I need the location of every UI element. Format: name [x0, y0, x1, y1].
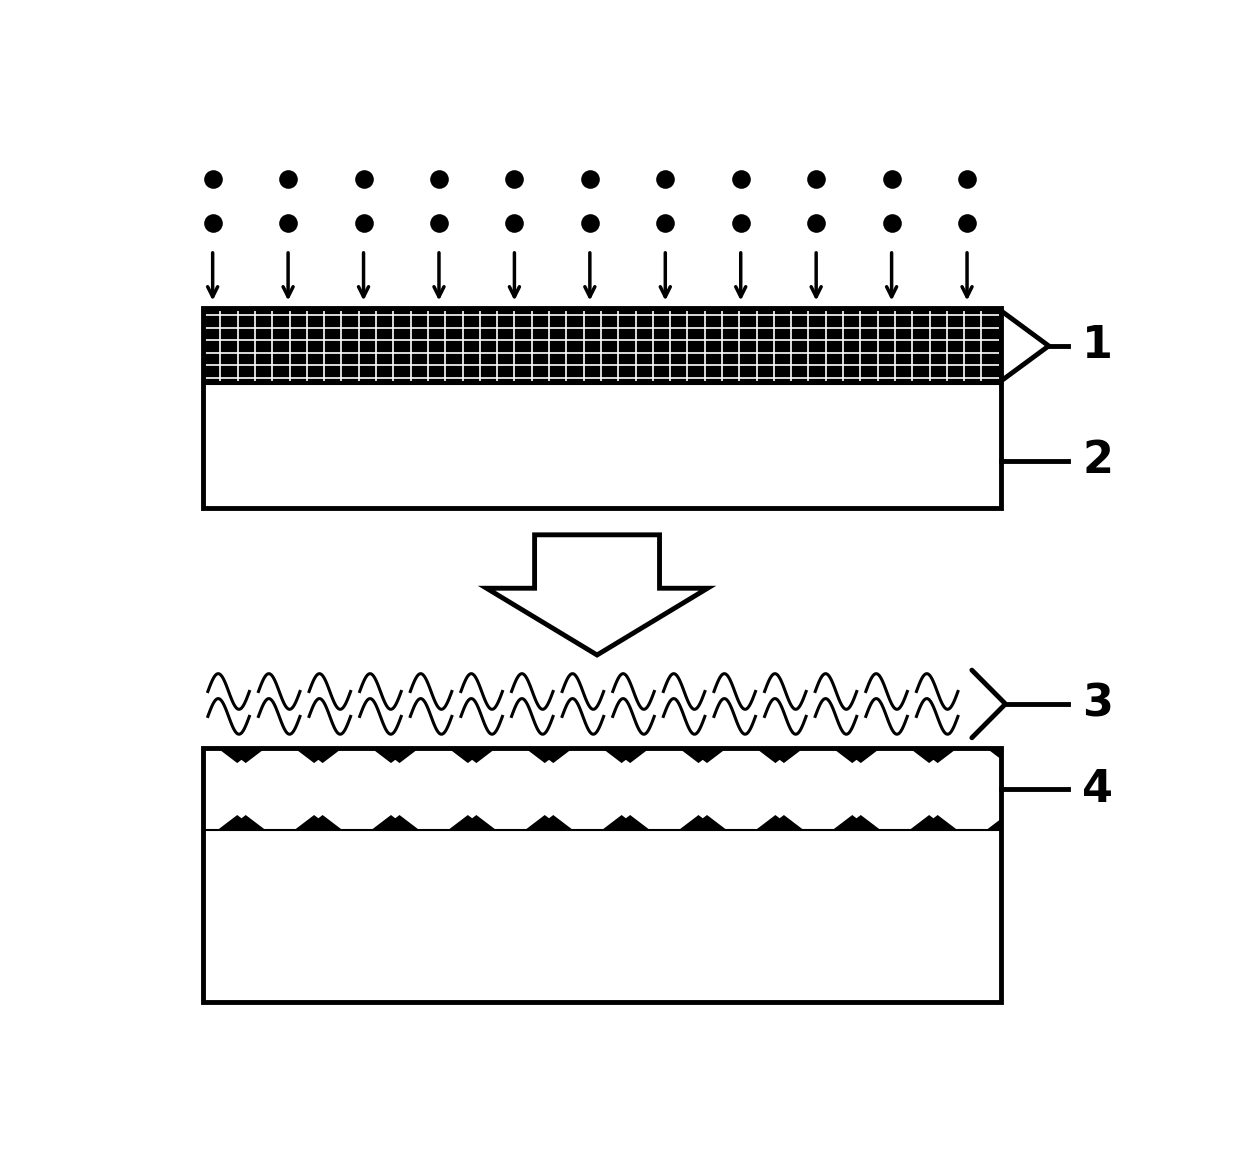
- Bar: [203, 748, 1001, 1002]
- Point: [656, 170, 676, 188]
- Point: [202, 214, 223, 232]
- Polygon shape: [203, 759, 280, 818]
- Point: [882, 170, 901, 188]
- Polygon shape: [319, 783, 396, 842]
- Point: [505, 170, 525, 188]
- Point: [429, 170, 449, 188]
- Polygon shape: [780, 738, 857, 795]
- Polygon shape: [280, 759, 357, 818]
- Bar: [203, 748, 1001, 830]
- Polygon shape: [857, 783, 934, 842]
- Polygon shape: [396, 738, 472, 795]
- Bar: [203, 307, 1001, 509]
- Point: [957, 170, 977, 188]
- Bar: [203, 307, 1001, 384]
- Polygon shape: [242, 738, 319, 795]
- Polygon shape: [588, 759, 665, 818]
- Polygon shape: [549, 738, 626, 795]
- Polygon shape: [165, 783, 242, 842]
- Point: [806, 170, 826, 188]
- Polygon shape: [165, 738, 242, 795]
- Polygon shape: [857, 738, 934, 795]
- Point: [278, 214, 298, 232]
- Point: [278, 170, 298, 188]
- Point: [353, 170, 373, 188]
- Polygon shape: [818, 759, 895, 818]
- Polygon shape: [242, 783, 319, 842]
- Polygon shape: [486, 535, 708, 655]
- Point: [957, 214, 977, 232]
- Bar: [203, 830, 1001, 1002]
- Polygon shape: [780, 783, 857, 842]
- Polygon shape: [895, 759, 972, 818]
- Point: [505, 214, 525, 232]
- Polygon shape: [511, 759, 588, 818]
- Polygon shape: [472, 783, 549, 842]
- Point: [353, 214, 373, 232]
- Polygon shape: [396, 783, 472, 842]
- Polygon shape: [972, 759, 1049, 818]
- Polygon shape: [319, 738, 396, 795]
- Point: [580, 214, 600, 232]
- Polygon shape: [703, 783, 780, 842]
- Polygon shape: [357, 759, 434, 818]
- Polygon shape: [742, 759, 818, 818]
- Polygon shape: [549, 783, 626, 842]
- Text: 1: 1: [1083, 325, 1114, 368]
- Point: [882, 214, 901, 232]
- Polygon shape: [126, 759, 203, 818]
- Text: 3: 3: [1083, 682, 1114, 726]
- Polygon shape: [934, 738, 1011, 795]
- Point: [202, 170, 223, 188]
- Polygon shape: [626, 738, 703, 795]
- Bar: [203, 384, 1001, 509]
- Polygon shape: [703, 738, 780, 795]
- Text: 4: 4: [1083, 768, 1114, 810]
- Point: [730, 170, 750, 188]
- Polygon shape: [434, 759, 511, 818]
- Point: [656, 214, 676, 232]
- Point: [580, 170, 600, 188]
- Polygon shape: [665, 759, 742, 818]
- Point: [730, 214, 750, 232]
- Text: 2: 2: [1083, 439, 1114, 482]
- Polygon shape: [472, 738, 549, 795]
- Polygon shape: [626, 783, 703, 842]
- Point: [806, 214, 826, 232]
- Polygon shape: [934, 783, 1011, 842]
- Point: [429, 214, 449, 232]
